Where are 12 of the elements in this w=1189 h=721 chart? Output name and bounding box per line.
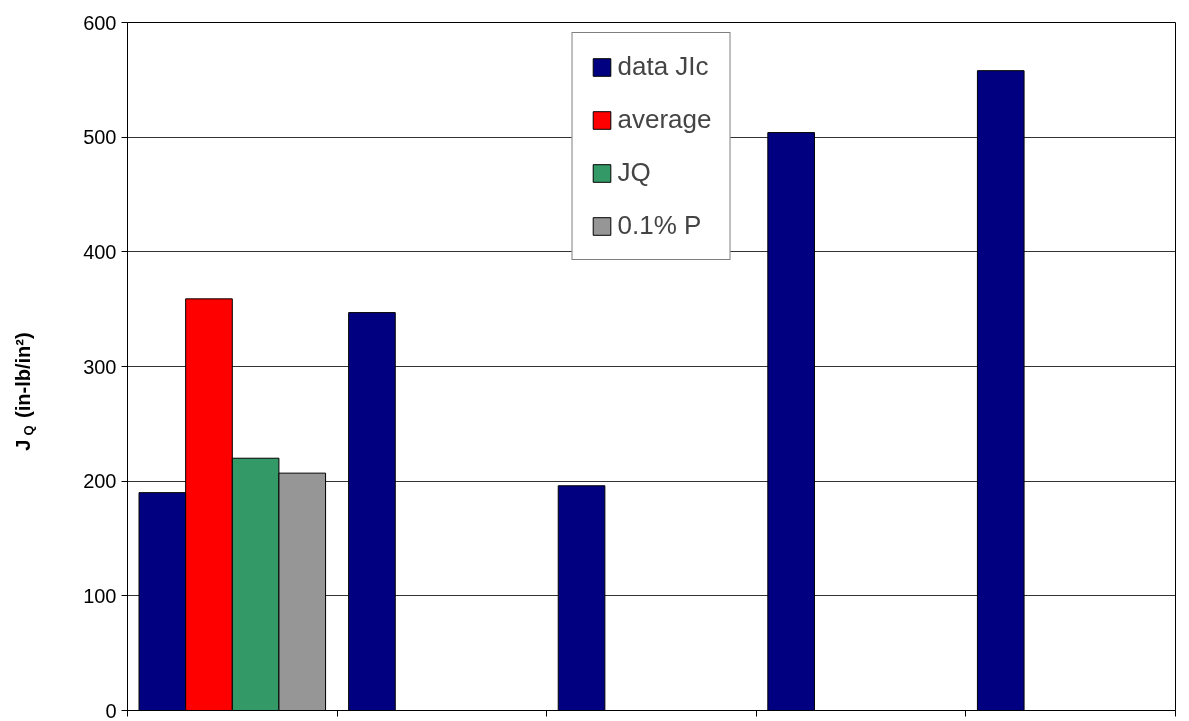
y-tick-label: 0 (105, 699, 117, 721)
y-tick-label: 600 (83, 11, 117, 34)
y-tick-label: 300 (83, 355, 117, 378)
legend-label: data JIc (617, 51, 709, 82)
y-tick-label: 500 (83, 126, 117, 149)
legend-label: JQ (617, 157, 651, 188)
legend-label: 0.1% P (617, 210, 702, 241)
y-tick-label: 400 (83, 240, 117, 263)
y-tick-label: 100 (83, 584, 117, 607)
y-tick-label: 200 (83, 470, 117, 493)
legend-label: average (617, 104, 712, 135)
y-axis-title: JQ (in-lb/in²) (11, 332, 36, 451)
